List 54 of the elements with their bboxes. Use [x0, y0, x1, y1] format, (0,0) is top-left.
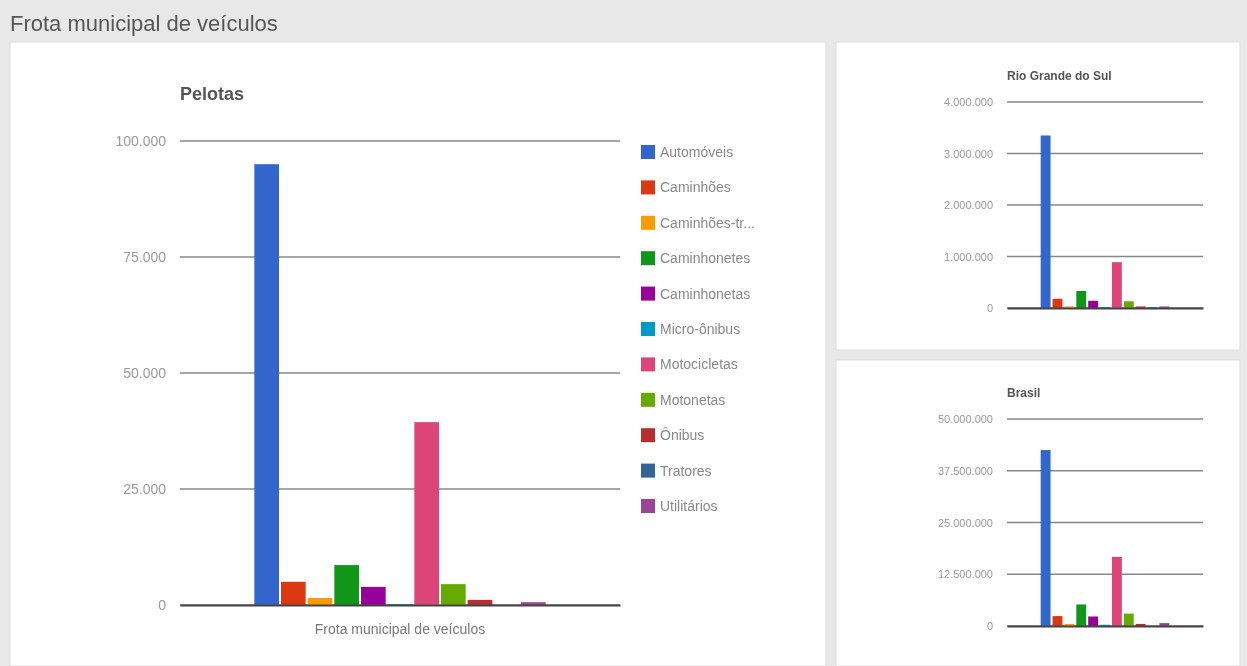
bar: [1076, 604, 1087, 626]
y-tick-label: 37.500.000: [937, 464, 993, 477]
bar: [1159, 623, 1170, 626]
bar: [1076, 291, 1087, 308]
y-tick-label: 75.000: [123, 248, 167, 265]
bar: [1111, 262, 1122, 308]
bar: [334, 565, 359, 605]
legend-label: Motonetas: [660, 391, 726, 408]
bar: [467, 599, 493, 605]
y-tick-label: 0: [986, 302, 993, 315]
legend-label: Utilitários: [660, 498, 718, 514]
y-tick-label: 50.000: [123, 364, 167, 381]
bar: [1111, 556, 1122, 626]
legend-label: Caminhonetes: [660, 250, 751, 267]
y-tick-label: 12.500.000: [937, 568, 993, 581]
legend-label: Caminhões: [660, 179, 731, 196]
bar: [254, 164, 279, 605]
bar: [307, 598, 333, 605]
x-axis-title: Frota municipal de veículos: [314, 621, 486, 637]
bar: [361, 586, 386, 605]
bar: [414, 422, 439, 605]
y-tick-label: 0: [158, 596, 167, 613]
legend-label: Caminhões-tr...: [660, 214, 755, 231]
legend-label: Tratores: [660, 462, 712, 479]
bar: [1088, 300, 1099, 308]
bar: [441, 584, 466, 605]
bar: [521, 602, 546, 605]
y-tick-label: 1.000.000: [944, 250, 993, 263]
legend-label: Micro-ônibus: [660, 321, 741, 337]
bar: [1135, 623, 1146, 626]
y-tick-label: 25.000: [123, 480, 167, 497]
y-tick-label: 2.000.000: [944, 199, 993, 212]
legend-label: Caminhonetas: [660, 285, 751, 302]
y-tick-label: 3.000.000: [944, 147, 993, 160]
bar: [1123, 613, 1134, 626]
legend-label: Automóveis: [660, 144, 734, 160]
bar: [1052, 616, 1063, 626]
y-tick-label: 50.000.000: [937, 413, 993, 426]
y-tick-label: 100.000: [115, 132, 167, 149]
bar: [281, 581, 306, 605]
y-tick-label: 25.000.000: [937, 516, 993, 529]
chart-title: Brasil: [1007, 386, 1041, 400]
y-tick-label: 4.000.000: [944, 96, 993, 109]
bar: [1064, 623, 1075, 626]
text: Frota municipal de veículos: [10, 11, 278, 36]
chart-title: Rio Grande do Sul: [1007, 69, 1112, 83]
legend-label: Ônibus: [660, 427, 705, 444]
bar: [1040, 450, 1051, 626]
chart-title: Pelotas: [180, 84, 245, 104]
bar: [1040, 135, 1051, 308]
y-tick-label: 0: [986, 620, 993, 633]
legend-label: Motocicletas: [660, 356, 738, 373]
bar: [1123, 301, 1134, 308]
bar: [1088, 616, 1099, 626]
